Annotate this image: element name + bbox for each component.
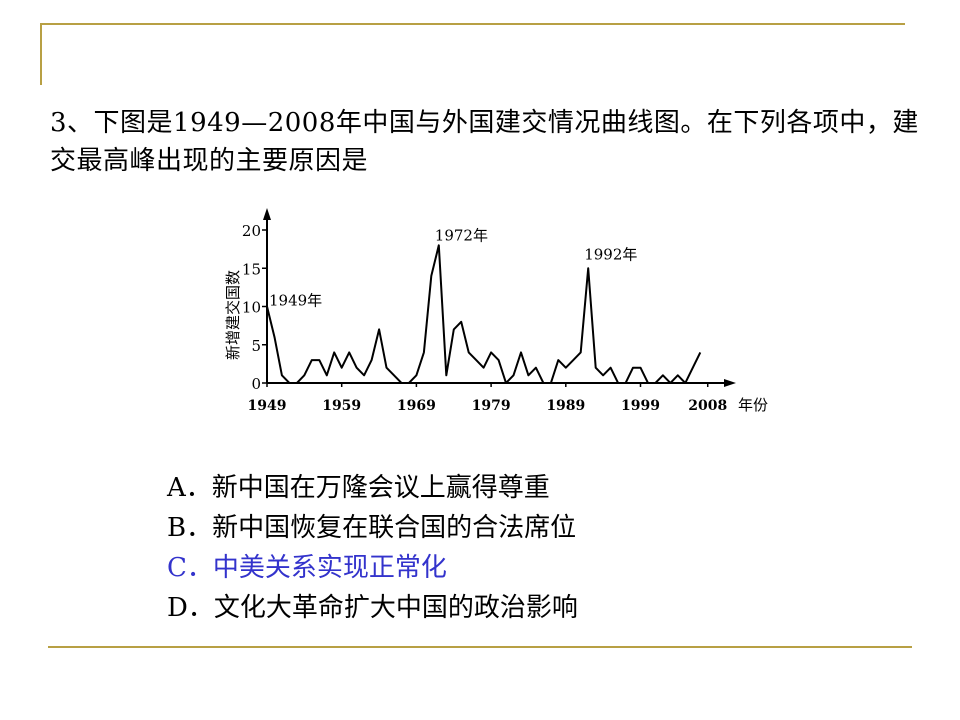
option-text: 文化大革命扩大中国的政治影响: [213, 593, 578, 623]
x-axis-label: 年份: [738, 396, 768, 414]
x-tick-label: 1959: [322, 398, 361, 414]
option-c[interactable]: C．中美关系实现正常化: [167, 548, 578, 588]
question-text: 3、下图是1949—2008年中国与外国建交情况曲线图。在下列各项中，建交最高峰…: [50, 108, 919, 176]
x-tick-label: 1949: [248, 398, 287, 414]
annotation-label: 1949年: [269, 292, 322, 310]
y-tick-label: 5: [251, 337, 261, 355]
left-rule: [40, 23, 42, 85]
x-tick-label: 1969: [397, 398, 436, 414]
y-tick-label: 10: [242, 299, 261, 317]
y-tick-label: 0: [251, 375, 261, 393]
x-tick-label: 1999: [621, 398, 660, 414]
annotation-label: 1972年: [435, 226, 488, 244]
y-axis-arrow: [263, 208, 271, 220]
option-text: 中美关系实现正常化: [212, 553, 447, 583]
diplomatic-relations-chart: 0 5 10 15 20 1949 1959 1969 1979 1989 1999 2008 年份 新增…: [224, 208, 768, 414]
series-line: [266, 244, 702, 384]
option-b[interactable]: B．新中国恢复在联合国的合法席位: [167, 508, 578, 548]
x-tick-label: 1979: [472, 398, 511, 414]
y-tick-label: 15: [242, 260, 261, 278]
y-tick-label: 20: [242, 222, 261, 240]
x-axis-arrow: [724, 379, 736, 387]
option-letter: A．: [167, 473, 212, 503]
option-letter: B．: [167, 513, 213, 543]
bottom-rule: [48, 646, 912, 648]
option-letter: C．: [167, 553, 213, 583]
y-axis-label: 新增建交国数: [224, 270, 242, 360]
annotation-label: 1992年: [584, 245, 637, 263]
option-letter: D．: [167, 593, 214, 623]
x-tick-label: 1989: [546, 398, 585, 414]
option-text: 新中国恢复在联合国的合法席位: [212, 513, 577, 543]
option-text: 新中国在万隆会议上赢得尊重: [211, 473, 550, 503]
answer-options: A．新中国在万隆会议上赢得尊重 B．新中国恢复在联合国的合法席位 C．中美关系实现正…: [167, 468, 578, 628]
top-rule: [40, 23, 905, 25]
option-a[interactable]: A．新中国在万隆会议上赢得尊重: [167, 468, 578, 508]
option-d[interactable]: D．文化大革命扩大中国的政治影响: [167, 588, 578, 628]
x-tick-label: 2008: [688, 398, 727, 414]
